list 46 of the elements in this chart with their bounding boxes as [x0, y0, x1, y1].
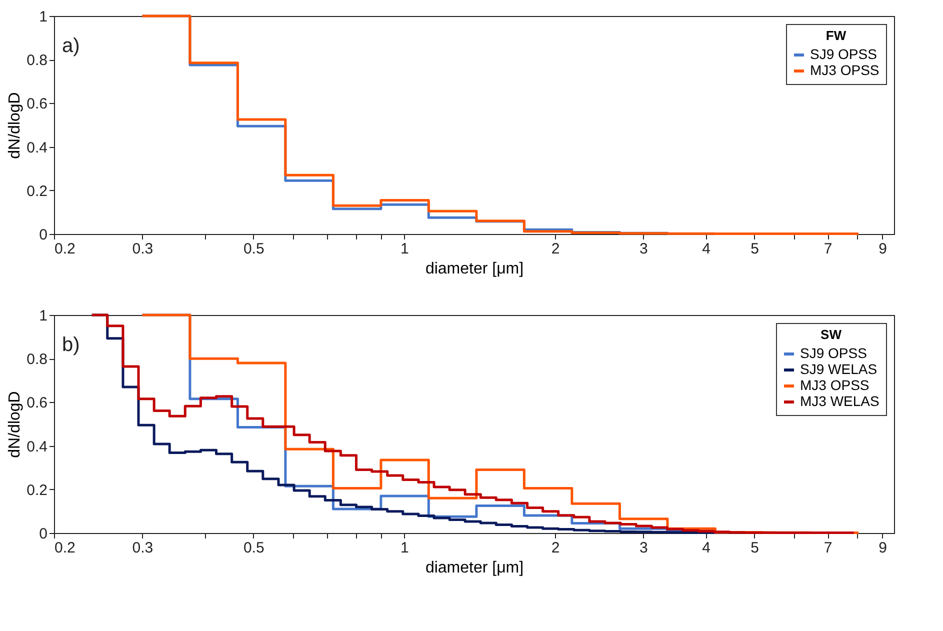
- x-tick-label: 4: [702, 540, 710, 556]
- x-tick-label: 7: [824, 540, 832, 556]
- legend-title: FW: [826, 28, 847, 43]
- x-tick-label: 0.3: [132, 540, 154, 556]
- legend-label: MJ3 WELAS: [800, 393, 880, 409]
- legend-label: SJ9 OPSS: [810, 46, 877, 62]
- x-tick-label: 9: [878, 240, 887, 258]
- x-tick-label: 4: [702, 240, 710, 258]
- y-tick-label: 1: [39, 308, 48, 324]
- y-tick-label: 1: [39, 8, 48, 26]
- x-axis-title: diameter [μm]: [425, 260, 524, 278]
- x-tick-label: 0.2: [54, 540, 76, 556]
- x-tick-label: 1: [400, 540, 409, 556]
- y-tick-label: 0.2: [26, 182, 48, 200]
- legend-label: MJ3 OPSS: [810, 62, 880, 78]
- x-tick-label: 2: [551, 240, 560, 258]
- x-tick-label: 5: [750, 540, 760, 556]
- x-tick-label: 5: [750, 240, 760, 258]
- y-tick-label: 0.6: [26, 394, 48, 412]
- y-tick-label: 0.4: [26, 438, 48, 456]
- x-tick-label: 1: [400, 240, 409, 258]
- legend-label: SJ9 WELAS: [800, 361, 878, 377]
- legend-title: SW: [820, 327, 842, 342]
- legend-label: MJ3 OPSS: [800, 377, 870, 393]
- x-tick-label: 7: [824, 240, 832, 258]
- y-tick-label: 0: [39, 226, 48, 244]
- x-tick-label: 9: [878, 540, 887, 556]
- y-axis-title: dN/dlogD: [6, 92, 24, 159]
- y-tick-label: 0.4: [26, 139, 48, 156]
- x-tick-label: 2: [551, 540, 560, 556]
- annotation: b): [62, 334, 80, 356]
- x-tick-label: 3: [640, 540, 648, 556]
- y-tick-label: 0: [39, 526, 48, 542]
- x-tick-label: 0.5: [243, 240, 264, 258]
- x-tick-label: 0.5: [243, 540, 264, 556]
- y-tick-label: 0.8: [26, 351, 48, 368]
- annotation: a): [62, 35, 80, 57]
- y-tick-label: 0.2: [26, 482, 48, 499]
- legend-label: SJ9 OPSS: [800, 345, 867, 361]
- x-tick-label: 3: [640, 240, 648, 258]
- x-axis-title: diameter [μm]: [425, 560, 524, 576]
- y-axis-title: dN/dlogD: [6, 391, 24, 458]
- y-tick-label: 0.8: [26, 52, 48, 70]
- x-tick-label: 0.2: [54, 240, 76, 258]
- x-tick-label: 0.3: [132, 240, 154, 258]
- y-tick-label: 0.6: [26, 96, 48, 113]
